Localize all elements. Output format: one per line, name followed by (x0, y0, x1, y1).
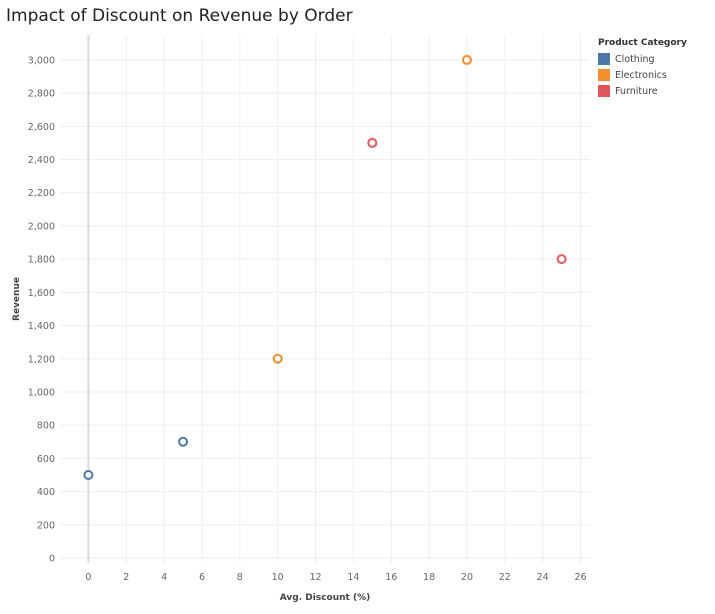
x-tick-label: 0 (85, 572, 91, 583)
y-tick-label: 2,200 (28, 188, 55, 199)
data-point-clothing (178, 436, 189, 447)
x-tick-label: 22 (499, 572, 511, 583)
legend-swatch-furniture (598, 85, 610, 97)
legend-item-electronics[interactable]: Electronics (598, 67, 687, 83)
data-point-clothing (83, 470, 94, 480)
x-tick-label: 24 (537, 572, 549, 583)
y-tick-label: 1,600 (28, 288, 55, 299)
x-tick-label: 26 (574, 572, 586, 583)
x-tick-label: 20 (461, 572, 473, 583)
y-tick-label: 1,400 (28, 321, 55, 332)
data-point-furniture (556, 254, 567, 265)
x-axis-title: Avg. Discount (%) (280, 593, 370, 603)
legend-item-furniture[interactable]: Furniture (598, 83, 687, 99)
x-tick-label: 16 (385, 572, 397, 583)
legend-label-furniture: Furniture (615, 85, 658, 97)
x-tick-label: 10 (272, 572, 284, 583)
legend: Product Category Clothing Electronics Fu… (598, 38, 687, 99)
chart-title: Impact of Discount on Revenue by Order (6, 6, 353, 26)
y-tick-label: 200 (37, 520, 55, 531)
y-tick-label: 400 (37, 487, 55, 498)
data-point-electronics (272, 353, 283, 364)
x-tick-label: 18 (423, 572, 435, 583)
data-point-electronics (461, 54, 472, 65)
legend-swatch-electronics (598, 69, 610, 81)
y-tick-label: 1,800 (28, 255, 55, 266)
x-tick-label: 6 (199, 572, 205, 583)
y-tick-label: 1,000 (28, 387, 55, 398)
legend-label-clothing: Clothing (615, 53, 655, 65)
legend-label-electronics: Electronics (615, 69, 667, 81)
legend-item-clothing[interactable]: Clothing (598, 51, 687, 67)
x-tick-label: 12 (309, 572, 321, 583)
legend-swatch-clothing (598, 53, 610, 65)
y-tick-label: 2,400 (28, 155, 55, 166)
y-axis-title: Revenue (12, 277, 22, 321)
y-tick-label: 600 (37, 454, 55, 465)
data-point-furniture (367, 137, 378, 148)
y-tick-label: 1,200 (28, 354, 55, 365)
x-tick-label: 8 (237, 572, 243, 583)
y-tick-label: 2,600 (28, 122, 55, 133)
x-tick-label: 14 (347, 572, 359, 583)
y-tick-label: 2,000 (28, 221, 55, 232)
y-tick-label: 800 (37, 421, 55, 432)
x-tick-label: 4 (161, 572, 167, 583)
y-tick-label: 2,800 (28, 89, 55, 100)
legend-title: Product Category (598, 38, 687, 48)
y-tick-label: 0 (49, 554, 55, 565)
x-tick-label: 2 (123, 572, 129, 583)
y-tick-label: 3,000 (28, 55, 55, 66)
